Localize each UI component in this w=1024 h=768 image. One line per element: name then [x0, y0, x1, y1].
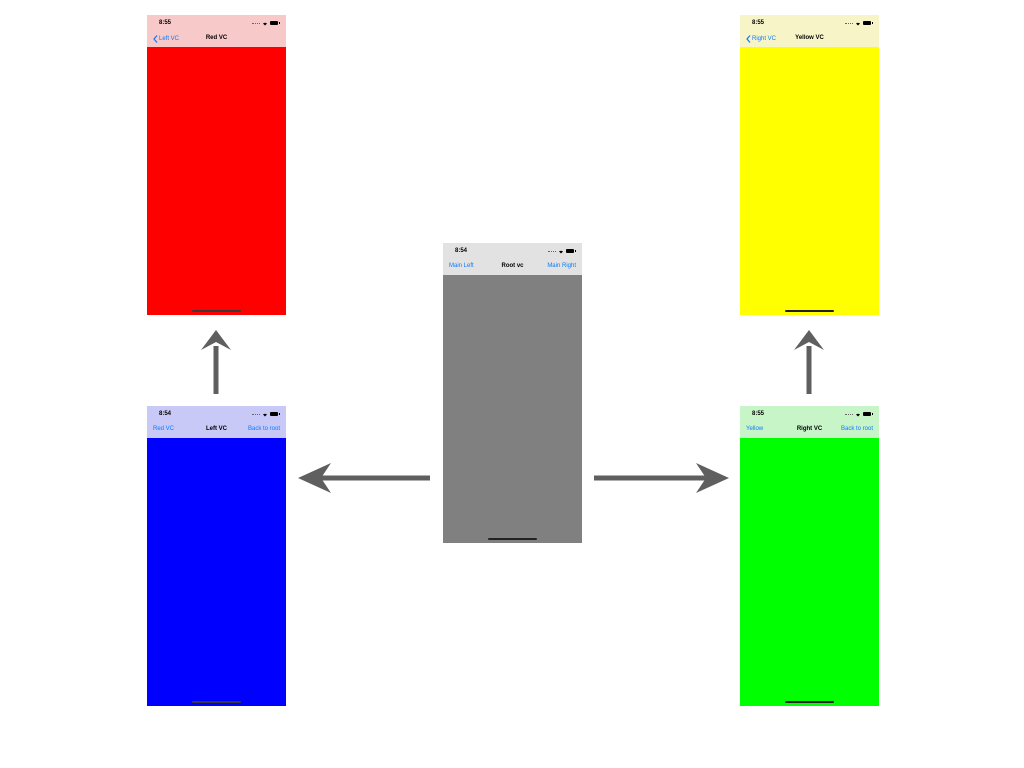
home-indicator[interactable] — [785, 310, 834, 312]
home-indicator[interactable] — [192, 701, 241, 703]
wifi-icon — [263, 22, 267, 25]
content-area — [443, 275, 582, 543]
chevron-left-icon — [153, 35, 158, 43]
arrow-up-icon — [794, 330, 824, 394]
status-bar: 8:55 — [740, 406, 879, 422]
wifi-icon — [856, 22, 860, 25]
yellow-vc-screen: 8:55 Right VC Yellow VC — [740, 15, 879, 315]
arrow-right-icon — [594, 463, 729, 493]
signal-icon — [548, 250, 556, 253]
status-bar: 8:54 — [443, 243, 582, 259]
home-indicator[interactable] — [192, 310, 241, 312]
status-time: 8:54 — [159, 411, 172, 417]
red-vc-button[interactable]: Red VC — [153, 426, 175, 432]
home-indicator[interactable] — [488, 538, 537, 540]
content-area — [147, 47, 286, 315]
content-area — [740, 47, 879, 315]
battery-icon — [566, 249, 576, 253]
root-vc-screen: 8:54 Main Left Root vc Main Right — [443, 243, 582, 543]
nav-bar: Right VC Yellow VC — [740, 31, 879, 47]
wifi-icon — [263, 413, 267, 416]
home-indicator[interactable] — [785, 701, 834, 703]
battery-icon — [270, 412, 280, 416]
arrow-up-icon — [201, 330, 231, 394]
nav-bar: Left VC Red VC — [147, 31, 286, 47]
nav-title: Yellow VC — [795, 35, 824, 41]
back-button[interactable]: Right VC — [746, 35, 776, 43]
content-area — [147, 438, 286, 706]
signal-icon — [845, 22, 853, 25]
back-to-root-button[interactable]: Back to root — [247, 426, 280, 432]
nav-title: Left VC — [206, 426, 227, 432]
signal-icon — [252, 22, 260, 25]
battery-icon — [863, 412, 873, 416]
status-bar: 8:54 — [147, 406, 286, 422]
main-right-button[interactable]: Main Right — [547, 263, 576, 269]
status-bar: 8:55 — [147, 15, 286, 31]
back-button-label: Left VC — [159, 36, 180, 42]
battery-icon — [270, 21, 280, 25]
signal-icon — [252, 413, 260, 416]
status-time: 8:55 — [159, 20, 172, 26]
back-button[interactable]: Left VC — [153, 35, 179, 43]
nav-bar: Red VC Left VC Back to root — [147, 422, 286, 438]
back-button-label: Right VC — [752, 36, 777, 42]
status-time: 8:54 — [455, 248, 468, 254]
nav-title: Right VC — [796, 426, 823, 432]
arrow-left-icon — [298, 463, 430, 493]
nav-bar: Yellow Right VC Back to root — [740, 422, 879, 438]
main-left-button[interactable]: Main Left — [449, 263, 474, 269]
wifi-icon — [856, 413, 860, 416]
nav-title: Red VC — [205, 35, 228, 41]
signal-icon — [845, 413, 853, 416]
battery-icon — [863, 21, 873, 25]
nav-bar: Main Left Root vc Main Right — [443, 259, 582, 275]
red-vc-screen: 8:55 Left VC Red VC — [147, 15, 286, 315]
status-time: 8:55 — [752, 20, 765, 26]
content-area — [740, 438, 879, 706]
chevron-left-icon — [746, 35, 751, 43]
back-to-root-button[interactable]: Back to root — [840, 426, 873, 432]
right-vc-screen: 8:55 Yellow Right VC Back to root — [740, 406, 879, 706]
status-bar: 8:55 — [740, 15, 879, 31]
nav-title: Root vc — [501, 263, 524, 269]
wifi-icon — [559, 250, 563, 253]
yellow-button[interactable]: Yellow — [746, 426, 764, 432]
left-vc-screen: 8:54 Red VC Left VC Back to root — [147, 406, 286, 706]
status-time: 8:55 — [752, 411, 765, 417]
